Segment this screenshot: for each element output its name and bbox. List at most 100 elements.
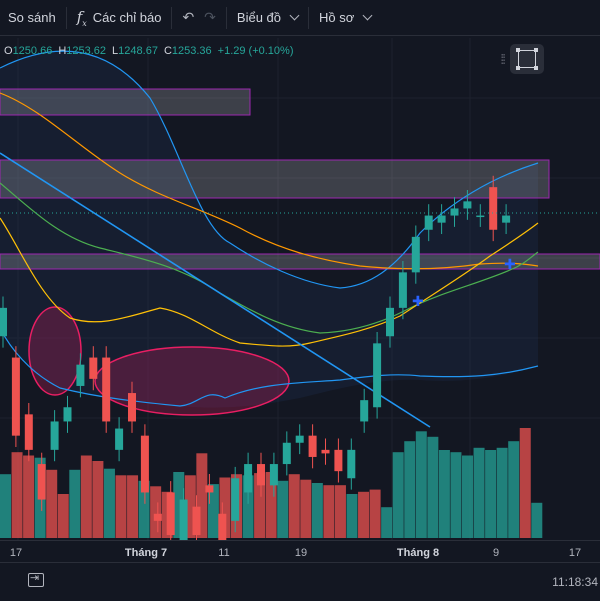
candle-body: [489, 187, 498, 230]
volume-bar: [184, 475, 196, 538]
chart-type-dropdown[interactable]: Biểu đồ: [229, 0, 306, 36]
candle-body: [231, 478, 240, 521]
candle-body: [386, 307, 394, 337]
toolbar-divider: [65, 6, 67, 29]
volume-bar: [485, 450, 497, 538]
candle-body: [37, 464, 46, 500]
redo-button[interactable]: ↷: [202, 0, 224, 36]
candle-body: [476, 215, 485, 218]
indicators-label: Các chỉ báo: [92, 10, 162, 25]
volume-bar: [288, 474, 300, 538]
price-chart[interactable]: ✚ ✚: [0, 38, 600, 568]
volume-bar: [242, 475, 254, 538]
toolbar-divider: [225, 6, 227, 29]
volume-bar: [462, 455, 473, 538]
drag-handle-icon[interactable]: ⁞⁞: [500, 51, 506, 67]
candle-body: [24, 414, 33, 450]
volume-bar: [103, 468, 115, 538]
go-to-date-icon[interactable]: [28, 571, 44, 587]
volume-bar: [496, 447, 508, 538]
bollinger-lower-line: [0, 327, 539, 407]
undo-button[interactable]: ↶: [174, 0, 202, 36]
volume-bar: [57, 494, 69, 538]
candle-body: [192, 506, 201, 536]
candle-body: [153, 513, 162, 521]
candle-body: [102, 357, 111, 422]
time-axis-label: 19: [294, 547, 308, 559]
volume-bar: [127, 475, 139, 538]
volume-bar: [46, 469, 58, 538]
volume-bar: [277, 480, 289, 538]
candle-body: [463, 201, 472, 209]
candle-body: [269, 464, 278, 486]
chevron-down-icon: [362, 10, 373, 21]
undo-icon: ↶: [182, 9, 195, 25]
function-icon: fx: [76, 7, 87, 28]
floating-drawing-toolbar: ⁞⁞: [500, 44, 544, 74]
candle-body: [360, 400, 369, 422]
time-axis-label: 9: [492, 547, 500, 559]
top-toolbar: So sánh fx Các chỉ báo ↶ ↷ Biểu đồ Hồ sơ: [0, 0, 600, 36]
volume-bar: [311, 483, 323, 538]
indicators-button[interactable]: fx Các chỉ báo: [69, 0, 170, 36]
cross-marker: ✚: [412, 294, 424, 310]
candle-body: [179, 499, 188, 543]
volume-bar: [69, 469, 81, 538]
legend-low: L1248.67: [112, 45, 158, 57]
ma-green-line: [0, 182, 539, 334]
highlight-ellipse-center[interactable]: [94, 346, 290, 416]
grid: [0, 38, 600, 540]
resistance-zone-top[interactable]: [0, 88, 251, 116]
candle-body: [63, 407, 72, 422]
candle-body: [11, 357, 20, 436]
trendline[interactable]: [0, 152, 431, 428]
volume-bar: [150, 486, 162, 538]
volume-bar: [519, 428, 531, 538]
candle-body: [502, 215, 511, 223]
volume-bar: [23, 455, 35, 538]
volume-bar: [207, 484, 219, 538]
legend-close: C1253.36: [163, 45, 212, 57]
candle-body: [308, 435, 317, 457]
time-axis-label: Tháng 7: [124, 547, 168, 559]
resistance-zone-mid[interactable]: [0, 159, 550, 199]
candlestick-series: [0, 175, 511, 568]
ma-yellow-line: [0, 217, 539, 347]
compare-button[interactable]: So sánh: [0, 0, 64, 36]
candle-body: [244, 464, 253, 493]
cross-marker: ✚: [504, 257, 516, 273]
volume-bar: [450, 452, 462, 538]
candle-body: [89, 357, 98, 379]
bollinger-band-fill: [0, 51, 538, 408]
profile-dropdown[interactable]: Hồ sơ: [311, 0, 379, 36]
chart-type-label: Biểu đồ: [236, 10, 281, 25]
bottom-bar: 11:18:34: [0, 562, 600, 601]
volume-bar: [369, 489, 381, 538]
support-zone[interactable]: [0, 253, 600, 270]
candle-body: [321, 449, 330, 454]
candle-body: [140, 435, 149, 493]
candle-body: [437, 215, 446, 223]
highlight-ellipse-left[interactable]: [28, 306, 82, 396]
candle-body: [398, 272, 407, 308]
legend-open: O1250.66: [4, 45, 53, 57]
rectangle-tool-button[interactable]: [510, 44, 544, 74]
chevron-down-icon: [289, 10, 300, 21]
candle-body: [115, 428, 124, 450]
candle-body: [450, 208, 459, 216]
candle-body: [205, 485, 214, 493]
candle-body: [282, 442, 291, 465]
candle-body: [411, 236, 420, 273]
legend-change: +1.29 (+0.10%): [217, 45, 294, 57]
volume-bar: [219, 477, 231, 538]
chart-pane[interactable]: ✚ ✚: [0, 38, 600, 568]
time-axis-label: 17: [568, 547, 582, 559]
rectangle-icon: [516, 48, 538, 70]
volume-bar: [473, 447, 485, 538]
ohlc-legend: O1250.66 H1253.62 L1248.67 C1253.36 +1.2…: [4, 45, 294, 57]
time-axis[interactable]: 17 Tháng 7 11 19 Tháng 8 9 17: [0, 540, 600, 563]
volume-bar: [323, 485, 335, 538]
volume-bar: [196, 453, 208, 538]
profile-label: Hồ sơ: [319, 10, 355, 25]
volume-bar: [415, 431, 427, 538]
